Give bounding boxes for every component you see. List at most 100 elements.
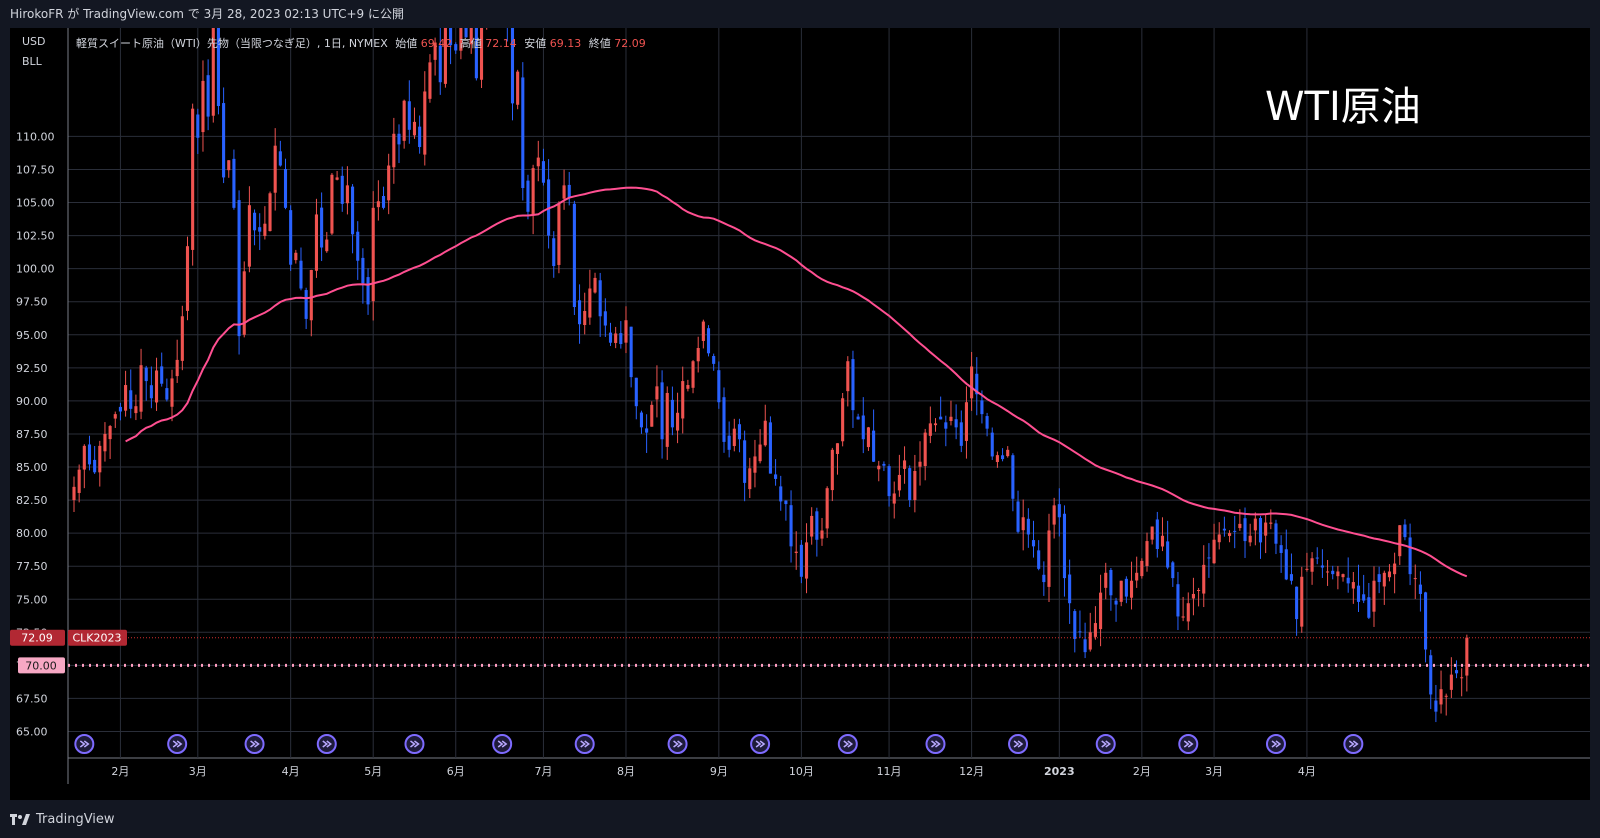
event-marker-icon[interactable] — [1265, 734, 1286, 754]
candle — [289, 205, 293, 271]
candle — [944, 415, 948, 447]
legend-low-value: 69.13 — [550, 37, 582, 50]
candle — [841, 393, 845, 447]
candle — [1207, 543, 1211, 578]
candle — [897, 454, 901, 497]
candle — [175, 339, 179, 383]
candle — [1439, 670, 1443, 714]
candle — [371, 191, 375, 321]
event-marker-icon[interactable] — [1008, 734, 1029, 754]
candle — [376, 180, 380, 221]
chart-watermark-title: WTI原油 — [1265, 84, 1421, 130]
candle — [1279, 535, 1283, 573]
candle — [294, 249, 298, 264]
time-tick-label: 8月 — [617, 765, 635, 778]
candle — [392, 117, 396, 184]
candle — [134, 394, 138, 421]
candle-body — [995, 455, 999, 463]
event-marker-icon[interactable] — [74, 734, 95, 754]
candle — [1160, 517, 1165, 552]
candle — [1403, 519, 1407, 541]
candle — [608, 322, 613, 347]
candle-body — [1057, 504, 1061, 518]
event-marker-icon[interactable] — [1343, 734, 1364, 754]
event-marker-icon[interactable] — [837, 734, 858, 754]
candle — [320, 192, 324, 262]
candle-body — [454, 44, 458, 51]
time-tick-label: 3月 — [1205, 765, 1223, 778]
candle — [201, 60, 205, 152]
event-marker-icon[interactable] — [404, 734, 425, 754]
candle-body — [1042, 574, 1046, 583]
candle — [412, 107, 417, 139]
candle — [547, 159, 551, 249]
event-marker-icon[interactable] — [925, 734, 946, 754]
candle-body — [1424, 592, 1428, 650]
candle — [933, 418, 938, 432]
candle — [1444, 693, 1448, 716]
candle — [763, 404, 767, 447]
time-tick-label: 7月 — [534, 765, 552, 778]
candle-body — [258, 227, 262, 232]
candle — [113, 411, 117, 428]
candle — [526, 174, 530, 220]
candle-body — [608, 332, 613, 343]
candle-body — [211, 16, 215, 116]
legend-open-value: 69.42 — [421, 37, 453, 50]
event-marker-icon[interactable] — [244, 734, 265, 754]
event-markers — [74, 734, 1364, 754]
candle-body — [949, 416, 953, 421]
candle-body — [815, 511, 819, 540]
event-marker-icon[interactable] — [492, 734, 513, 754]
candle — [232, 149, 236, 210]
candle-body — [268, 193, 272, 232]
candle-body — [1331, 570, 1335, 575]
candle-body — [1248, 535, 1252, 543]
tradingview-logo[interactable]: TradingView — [10, 812, 115, 827]
candle — [170, 369, 174, 422]
price-chart[interactable]: 65.0067.5070.0072.5075.0077.5080.0082.50… — [10, 0, 1590, 800]
candle-body — [918, 461, 922, 467]
event-marker-icon[interactable] — [316, 734, 337, 754]
candle — [118, 402, 122, 421]
candle — [242, 261, 246, 338]
event-marker-icon[interactable] — [574, 734, 595, 754]
candle — [1258, 515, 1263, 559]
candle-body — [1124, 578, 1128, 597]
candle — [676, 392, 680, 444]
candle-body — [185, 246, 190, 311]
candle — [1083, 622, 1087, 659]
event-marker-icon[interactable] — [667, 734, 688, 754]
event-marker-icon[interactable] — [1095, 734, 1116, 754]
candle-body — [361, 257, 365, 284]
event-marker-icon[interactable] — [167, 734, 188, 754]
candle-body — [1052, 505, 1056, 525]
price-tick-label: 102.50 — [16, 230, 55, 243]
candle-body — [139, 365, 143, 412]
candle — [268, 191, 272, 232]
candle — [531, 164, 535, 235]
candle-body — [1351, 582, 1355, 589]
price-tick-label: 77.50 — [16, 560, 48, 573]
event-marker-icon[interactable] — [1178, 734, 1199, 754]
candle-body — [1119, 580, 1123, 602]
event-marker-icon[interactable] — [750, 734, 771, 754]
candle-body — [1387, 571, 1392, 578]
candle-body — [552, 238, 556, 267]
level-badge — [18, 657, 65, 674]
legend-close-label: 終値 — [589, 36, 611, 50]
candle — [1119, 580, 1123, 607]
candle-body — [933, 423, 938, 426]
candle — [1088, 612, 1092, 652]
legend-symbol: 軽質スイート原油（WTI）先物（当限つなぎ足）, 1日, NYMEX — [76, 36, 388, 50]
chart-area[interactable]: 65.0067.5070.0072.5075.0077.5080.0082.50… — [10, 0, 1590, 800]
candle — [521, 62, 525, 201]
candle-body — [283, 169, 288, 208]
candle — [634, 377, 638, 420]
candle-body — [1078, 631, 1082, 633]
last-price-badge — [10, 629, 65, 646]
candle — [541, 148, 545, 186]
candle-body — [655, 386, 659, 400]
candle-body — [1016, 501, 1020, 532]
candle — [686, 379, 690, 392]
